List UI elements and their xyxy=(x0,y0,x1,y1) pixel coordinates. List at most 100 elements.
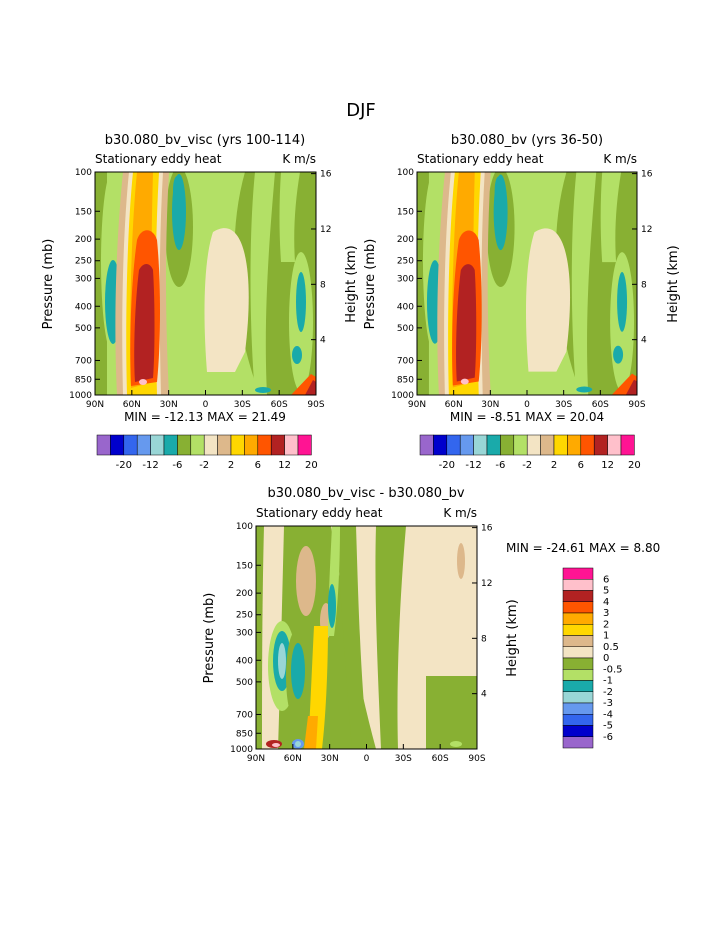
x-tick-label: 0 xyxy=(203,400,209,410)
colorbar-swatch xyxy=(419,434,434,456)
y-tick-label: 150 xyxy=(236,561,253,571)
x-tick-label: 30N xyxy=(321,754,339,764)
x-tick-label: 90S xyxy=(628,400,645,410)
panel-2-title: b30.080_bv (yrs 36-50) xyxy=(451,133,603,148)
colorbar-swatch xyxy=(562,612,594,625)
page-title: DJF xyxy=(346,100,376,121)
colorbar-swatch xyxy=(562,725,594,737)
y-tick-label: 200 xyxy=(75,235,92,245)
panel-3-title: b30.080_bv_visc - b30.080_bv xyxy=(267,486,464,501)
panel-1-field xyxy=(95,172,316,395)
y-tick-label: 500 xyxy=(236,678,253,688)
colorbar-swatch xyxy=(500,434,515,456)
colorbar-label: 2 xyxy=(603,619,609,630)
y2-tick-label: 8 xyxy=(641,280,647,290)
colorbar-label: -0.5 xyxy=(603,664,623,675)
colorbar-swatch xyxy=(562,590,594,602)
colorbar-swatch xyxy=(270,434,285,456)
colorbar-swatch xyxy=(244,434,259,456)
colorbar-swatch xyxy=(562,714,594,726)
colorbar-swatch xyxy=(562,567,594,580)
y-tick-label: 850 xyxy=(75,375,92,385)
y-tick-label: 150 xyxy=(397,207,414,217)
y-tick-label: 200 xyxy=(236,589,253,599)
colorbar-swatch xyxy=(297,434,312,456)
colorbar-swatch xyxy=(562,646,594,659)
y-tick-label: 850 xyxy=(236,729,253,739)
panel-3-y2label: Height (km) xyxy=(505,599,520,676)
colorbar-swatch xyxy=(459,434,474,456)
colorbar-label: -2 xyxy=(603,687,613,698)
y-tick-label: 400 xyxy=(75,302,92,312)
y2-tick-label: 4 xyxy=(481,690,487,700)
colorbar-swatch xyxy=(473,434,488,456)
colorbar-label: -3 xyxy=(603,698,613,709)
y-tick-label: 200 xyxy=(397,235,414,245)
colorbar-swatch xyxy=(562,702,594,715)
panel-3-ylabel: Pressure (mb) xyxy=(202,593,217,684)
panel-3-left-subtitle: Stationary eddy heat xyxy=(256,506,383,520)
panel-2-field xyxy=(417,172,637,395)
colorbar-swatch xyxy=(163,434,178,456)
colorbar-label: -6 xyxy=(603,732,613,743)
y-tick-label: 1000 xyxy=(391,391,414,401)
colorbar-label: 3 xyxy=(603,608,609,619)
colorbar-swatch xyxy=(580,434,595,456)
y2-tick-label: 12 xyxy=(641,225,652,235)
colorbar-swatch xyxy=(607,434,622,456)
colorbar-label: -12 xyxy=(465,460,481,471)
colorbar-label: -6 xyxy=(495,460,505,471)
colorbar-label: -12 xyxy=(142,460,158,471)
colorbar-label: 4 xyxy=(603,597,609,608)
colorbar-swatch xyxy=(446,434,461,456)
y-tick-label: 700 xyxy=(236,710,253,720)
y-tick-label: 700 xyxy=(75,356,92,366)
x-tick-label: 90N xyxy=(408,400,426,410)
colorbar-swatch xyxy=(562,601,594,614)
x-tick-label: 30S xyxy=(555,400,572,410)
colorbar-swatch xyxy=(230,434,245,456)
x-tick-label: 90S xyxy=(468,754,485,764)
colorbar-swatch xyxy=(562,691,594,704)
y-tick-label: 300 xyxy=(236,628,253,638)
y-tick-label: 250 xyxy=(236,611,253,621)
colorbar-label: 12 xyxy=(278,460,291,471)
colorbar-label: 6 xyxy=(578,460,584,471)
y-tick-label: 700 xyxy=(397,356,414,366)
x-tick-label: 60S xyxy=(432,754,449,764)
panel-3: b30.080_bv_visc - b30.080_bv Stationary … xyxy=(202,486,660,750)
x-tick-label: 90S xyxy=(307,400,324,410)
panel-3-stats: MIN = -24.61 MAX = 8.80 xyxy=(506,541,660,555)
y-tick-label: 300 xyxy=(75,274,92,284)
y2-tick-label: 8 xyxy=(481,634,487,644)
colorbar-label: 20 xyxy=(305,460,318,471)
y-tick-label: 500 xyxy=(397,324,414,334)
colorbar-label: 2 xyxy=(228,460,234,471)
x-tick-label: 30N xyxy=(160,400,178,410)
colorbar-swatch xyxy=(562,657,594,670)
panel-1-stats: MIN = -12.13 MAX = 21.49 xyxy=(124,410,286,424)
x-tick-label: 60N xyxy=(445,400,463,410)
y2-tick-label: 16 xyxy=(641,170,653,180)
panel-2-colorbar: -20 -12 -6 -2 2 6 12 20 xyxy=(419,434,641,471)
x-tick-label: 60N xyxy=(284,754,302,764)
y-tick-label: 1000 xyxy=(230,745,253,755)
panel-1-title: b30.080_bv_visc (yrs 100-114) xyxy=(105,133,305,148)
y-tick-label: 850 xyxy=(397,375,414,385)
panel-1-y2label: Height (km) xyxy=(344,245,359,322)
panel-2-right-subtitle: K m/s xyxy=(603,152,637,166)
y-tick-label: 250 xyxy=(75,257,92,267)
y-tick-label: 100 xyxy=(397,168,414,178)
colorbar-swatch xyxy=(486,434,501,456)
panel-2-ylabel: Pressure (mb) xyxy=(363,239,378,330)
colorbar-swatch xyxy=(593,434,608,456)
panel-2: b30.080_bv (yrs 36-50) Stationary eddy h… xyxy=(363,133,681,424)
colorbar-swatch xyxy=(562,579,594,591)
colorbar-label: 1 xyxy=(603,631,609,642)
colorbar-label: -20 xyxy=(116,460,132,471)
colorbar-swatch xyxy=(562,635,594,647)
colorbar-swatch xyxy=(562,624,594,636)
panel-1: b30.080_bv_visc (yrs 100-114) Stationary… xyxy=(41,133,359,424)
y2-tick-label: 4 xyxy=(320,336,326,346)
y-tick-label: 1000 xyxy=(69,391,92,401)
